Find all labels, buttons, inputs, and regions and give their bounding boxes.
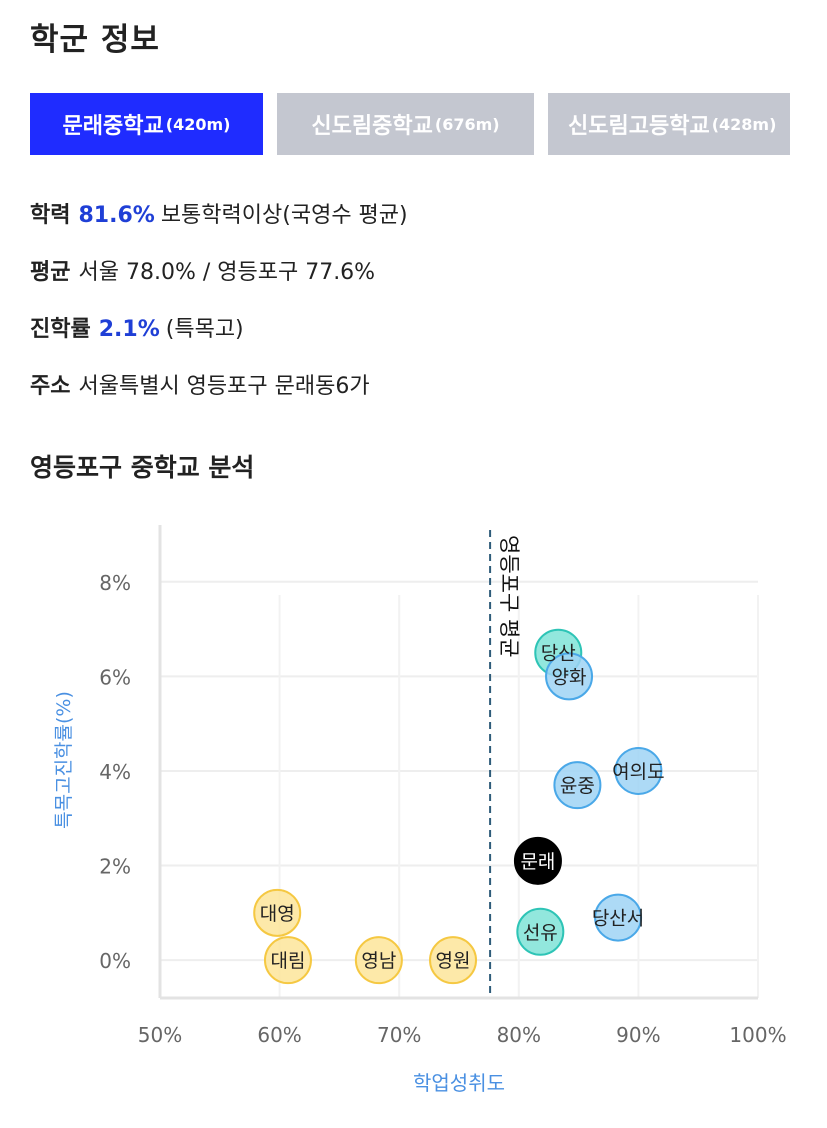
info-label: 주소 [30, 374, 71, 399]
tab-name: 문래중학교 [62, 114, 164, 139]
info-text: 보통학력이상(국영수 평균) [160, 203, 408, 228]
data-point[interactable] [354, 936, 403, 985]
x-tick-label: 70% [377, 1023, 421, 1047]
data-point-label: 문래 [520, 851, 555, 873]
data-point[interactable] [594, 893, 643, 942]
tab-distance: (428m) [711, 114, 777, 134]
x-tick-label: 60% [257, 1023, 301, 1047]
x-axis-title: 학업성취도 [413, 1071, 505, 1095]
x-tick-label: 90% [616, 1023, 660, 1047]
chart-grid [159, 580, 759, 998]
info-academic: 학력 81.6% 보통학력이상(국영수 평균) [30, 197, 408, 229]
chart-axes: 0% 2% 4% 6% 8% 50% 60% 70% 80% 90% 100% 학업성취도 특목고진학률… [53, 525, 787, 1095]
y-tick-label: 4% [99, 760, 131, 784]
data-point-label: 윤중 [560, 775, 595, 797]
data-point-label: 당산 [541, 643, 576, 665]
chart-points [253, 628, 663, 985]
info-label: 평균 [30, 260, 71, 285]
section-title: 영등포구 중학교 분석 [30, 453, 255, 482]
reference-line-group: 영등포구 평균 [489, 530, 521, 998]
data-point[interactable] [553, 761, 602, 810]
y-tick-label: 0% [99, 949, 131, 973]
x-tick-label: 50% [138, 1023, 182, 1047]
info-average: 평균 서울 78.0% / 영등포구 77.6% [30, 254, 375, 286]
y-tick-label: 8% [99, 571, 131, 595]
data-point[interactable] [516, 907, 565, 956]
data-point-label: 영원 [436, 950, 471, 972]
school-tabs: 문래중학교 (420m) 신도림중학교 (676m) 신도림고등학교 (428m) [30, 93, 790, 155]
data-point[interactable] [545, 652, 594, 701]
info-address: 주소 서울특별시 영등포구 문래동6가 [30, 368, 370, 400]
tab-sindorim-middle[interactable]: 신도림중학교 (676m) [277, 93, 534, 155]
tab-name: 신도림고등학교 [568, 114, 710, 139]
data-point-label: 대림 [270, 950, 305, 972]
tab-sindorim-high[interactable]: 신도림고등학교 (428m) [548, 93, 790, 155]
data-point[interactable] [614, 746, 663, 795]
page-title: 학군 정보 [30, 22, 160, 58]
tab-distance: (676m) [434, 114, 500, 134]
data-point[interactable] [263, 936, 312, 985]
y-axis-title: 특목고진학률(%) [53, 691, 75, 829]
info-text: 서울 78.0% / 영등포구 77.6% [78, 260, 376, 285]
y-tick-label: 2% [99, 855, 131, 879]
tab-name: 신도림중학교 [311, 114, 433, 139]
data-point[interactable] [253, 888, 302, 937]
tab-distance: (420m) [165, 114, 231, 134]
info-value: 81.6% [78, 203, 155, 228]
data-point-label: 양화 [552, 666, 587, 688]
info-label: 학력 [30, 203, 71, 228]
tab-munrae-middle[interactable]: 문래중학교 (420m) [30, 93, 263, 155]
info-label: 진학률 [30, 317, 91, 342]
x-tick-label: 80% [497, 1023, 541, 1047]
y-tick-label: 6% [99, 665, 131, 689]
info-value: 2.1% [98, 317, 160, 342]
data-point-label: 당산서 [592, 908, 644, 930]
data-point-label: 선유 [523, 922, 558, 944]
data-point-label: 대영 [260, 903, 295, 925]
info-advancement: 진학률 2.1% (특목고) [30, 311, 244, 343]
x-tick-label: 100% [729, 1023, 786, 1047]
reference-line-label: 영등포구 평균 [497, 535, 521, 658]
data-point[interactable] [429, 936, 478, 985]
info-text: 서울특별시 영등포구 문래동6가 [78, 374, 370, 399]
data-point-label: 영남 [361, 950, 396, 972]
data-point-label: 여의도 [612, 761, 664, 783]
data-point[interactable] [513, 836, 562, 885]
scatter-chart: 0% 2% 4% 6% 8% 50% 60% 70% 80% 90% 100% 학업성취도 특목고진학률… [53, 525, 787, 1095]
info-text: (특목고) [165, 317, 244, 342]
